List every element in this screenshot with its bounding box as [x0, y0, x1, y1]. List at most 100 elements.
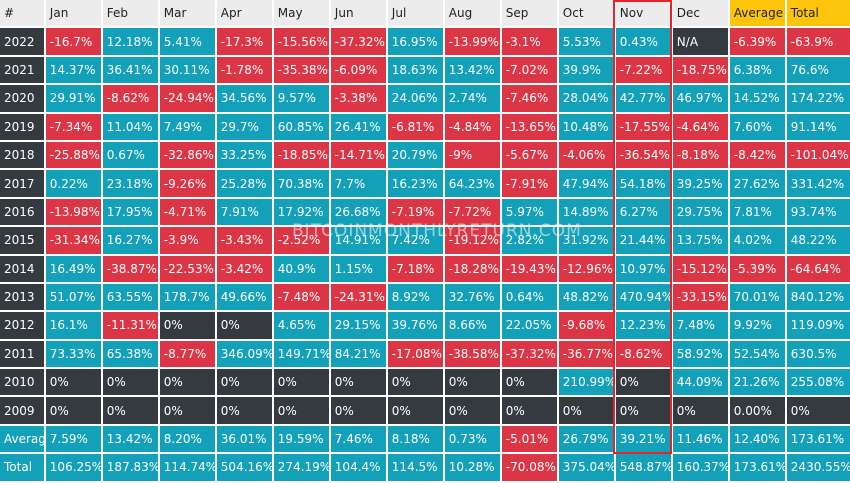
table-row: 2010 0% 0% 0% 0% 0% 0% 0% 0% 0% 210.99% 0% 44.09% 21.…: [0, 369, 850, 396]
cell-average: -8.42%: [729, 141, 785, 169]
cell-feb: -11.31%: [102, 312, 158, 339]
cell-feb: 63.55%: [102, 283, 158, 311]
cell-mar: 178.7%: [159, 283, 215, 311]
cell-nov: 39.21%: [615, 425, 671, 453]
cell-aug: 0%: [444, 397, 500, 424]
cell-apr: 34.56%: [216, 85, 272, 112]
cell-total: 630.5%: [786, 340, 850, 368]
cell-apr: 33.25%: [216, 141, 272, 169]
row-label: 2016: [0, 198, 44, 226]
cell-may: 19.59%: [273, 425, 329, 453]
cell-oct: 26.79%: [558, 425, 614, 453]
cell-mar: -4.71%: [159, 198, 215, 226]
cell-average: 14.52%: [729, 85, 785, 112]
cell-mar: -3.9%: [159, 227, 215, 254]
cell-nov: -17.55%: [615, 113, 671, 140]
cell-may: -2.52%: [273, 227, 329, 254]
cell-aug: -38.58%: [444, 340, 500, 368]
column-header-sep: Sep: [501, 0, 557, 27]
cell-jan: 29.91%: [45, 85, 101, 112]
cell-sep: 22.05%: [501, 312, 557, 339]
column-header-may: May: [273, 0, 329, 27]
cell-jul: 24.06%: [387, 85, 443, 112]
cell-feb: 16.27%: [102, 227, 158, 254]
cell-dec: 29.75%: [672, 198, 728, 226]
cell-dec: 160.37%: [672, 454, 728, 481]
cell-jun: 29.15%: [330, 312, 386, 339]
table-row: 2019 -7.34% 11.04% 7.49% 29.7% 60.85% 26.41% -6…: [0, 113, 850, 140]
cell-may: 4.65%: [273, 312, 329, 339]
cell-aug: 13.42%: [444, 56, 500, 84]
cell-oct: 210.99%: [558, 369, 614, 396]
column-header-index: #: [0, 0, 44, 27]
row-label: 2010: [0, 369, 44, 396]
cell-jun: -14.71%: [330, 141, 386, 169]
column-header-apr: Apr: [216, 0, 272, 27]
cell-nov: 21.44%: [615, 227, 671, 254]
cell-jun: 26.41%: [330, 113, 386, 140]
cell-sep: -70.08%: [501, 454, 557, 481]
cell-feb: 65.38%: [102, 340, 158, 368]
cell-nov: 6.27%: [615, 198, 671, 226]
cell-dec: 44.09%: [672, 369, 728, 396]
cell-total: 0%: [786, 397, 850, 424]
cell-feb: 12.18%: [102, 28, 158, 55]
cell-total: 91.14%: [786, 113, 850, 140]
cell-mar: -24.94%: [159, 85, 215, 112]
cell-aug: 0.73%: [444, 425, 500, 453]
cell-feb: 0%: [102, 369, 158, 396]
cell-jan: 16.49%: [45, 255, 101, 282]
cell-aug: -19.12%: [444, 227, 500, 254]
cell-may: 17.92%: [273, 198, 329, 226]
cell-apr: 504.16%: [216, 454, 272, 481]
cell-may: 40.9%: [273, 255, 329, 282]
column-header-jan: Jan: [45, 0, 101, 27]
cell-jan: 51.07%: [45, 283, 101, 311]
cell-aug: -7.72%: [444, 198, 500, 226]
row-label: 2022: [0, 28, 44, 55]
cell-dec: -18.75%: [672, 56, 728, 84]
cell-jul: 16.95%: [387, 28, 443, 55]
cell-jan: 0%: [45, 369, 101, 396]
cell-jul: 20.79%: [387, 141, 443, 169]
cell-nov: 10.97%: [615, 255, 671, 282]
cell-feb: 187.83%: [102, 454, 158, 481]
column-header-jun: Jun: [330, 0, 386, 27]
cell-may: 0%: [273, 369, 329, 396]
cell-sep: 0.64%: [501, 283, 557, 311]
cell-feb: 17.95%: [102, 198, 158, 226]
cell-dec: N/A: [672, 28, 728, 55]
cell-sep: -5.01%: [501, 425, 557, 453]
cell-jul: 0%: [387, 397, 443, 424]
cell-oct: 375.04%: [558, 454, 614, 481]
cell-dec: 13.75%: [672, 227, 728, 254]
cell-nov: 12.23%: [615, 312, 671, 339]
cell-feb: 11.04%: [102, 113, 158, 140]
cell-mar: 8.20%: [159, 425, 215, 453]
cell-dec: 7.48%: [672, 312, 728, 339]
cell-nov: 548.87%: [615, 454, 671, 481]
cell-sep: -3.1%: [501, 28, 557, 55]
cell-oct: -36.77%: [558, 340, 614, 368]
cell-dec: 58.92%: [672, 340, 728, 368]
cell-average: -6.39%: [729, 28, 785, 55]
column-header-jul: Jul: [387, 0, 443, 27]
cell-apr: 49.66%: [216, 283, 272, 311]
cell-oct: 28.04%: [558, 85, 614, 112]
cell-average: 0.00%: [729, 397, 785, 424]
cell-jun: 26.68%: [330, 198, 386, 226]
cell-may: 274.19%: [273, 454, 329, 481]
cell-average: 6.38%: [729, 56, 785, 84]
cell-jul: 16.23%: [387, 170, 443, 197]
cell-jun: -3.38%: [330, 85, 386, 112]
cell-total: -63.9%: [786, 28, 850, 55]
row-label: 2021: [0, 56, 44, 84]
cell-oct: 31.92%: [558, 227, 614, 254]
cell-jun: 1.15%: [330, 255, 386, 282]
cell-feb: 0%: [102, 397, 158, 424]
cell-mar: 30.11%: [159, 56, 215, 84]
cell-apr: 29.7%: [216, 113, 272, 140]
table-row: 2014 16.49% -38.87% -22.53% -3.42% 40.9% 1.15%…: [0, 255, 850, 282]
cell-aug: -9%: [444, 141, 500, 169]
